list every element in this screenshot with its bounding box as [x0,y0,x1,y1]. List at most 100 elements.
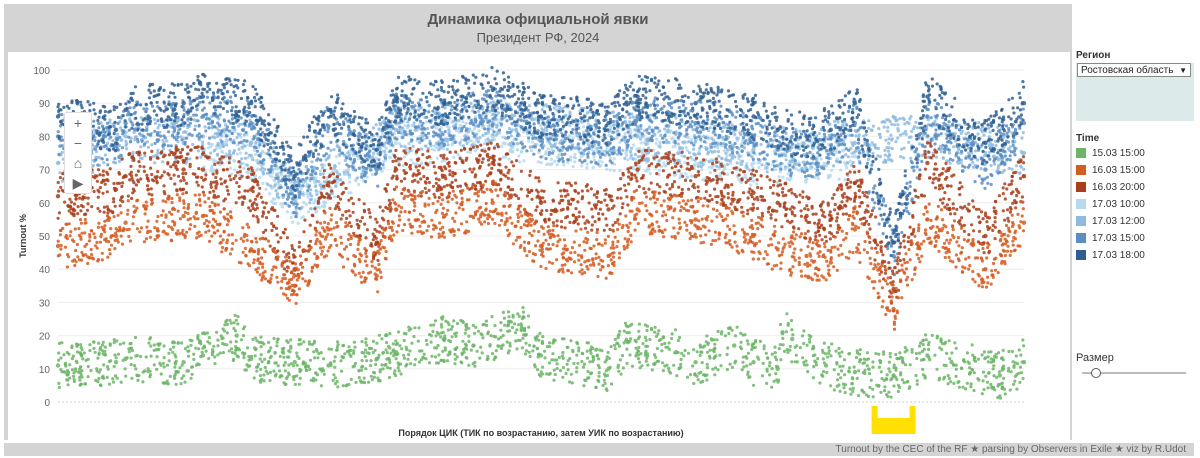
data-point [1019,113,1024,117]
data-point [886,129,890,133]
data-point [655,137,659,141]
data-point [315,158,319,162]
data-point [178,127,182,131]
data-point [712,129,716,133]
data-point [562,163,566,167]
data-point [655,116,659,120]
data-point [654,126,658,130]
data-point [458,143,462,147]
anchor-point [200,114,206,119]
data-point [382,166,386,170]
data-point [944,144,948,148]
data-point [920,143,925,147]
data-point [193,124,197,128]
data-point [801,144,805,148]
data-point [268,192,272,196]
data-point [971,143,975,147]
data-point [287,192,291,196]
data-point [381,163,385,167]
data-point [279,173,284,177]
data-point [629,131,633,135]
plot-area[interactable]: 0 10 20 30 40 50 60 70 80 90 100 Turnout % Порядок Ц… [8,52,1070,440]
data-point [667,110,671,114]
data-point [659,133,663,137]
data-point [918,168,922,172]
data-point [276,166,280,171]
data-point [878,177,882,181]
data-point [302,200,306,204]
data-point [872,206,876,210]
data-point [514,127,518,131]
data-point [198,100,202,104]
data-point [561,145,565,149]
data-point [539,124,543,128]
data-point [185,136,189,140]
data-point [621,120,625,125]
data-point [781,126,786,130]
data-point [713,116,717,120]
data-point [653,107,657,111]
data-point [735,161,739,165]
data-point [155,133,160,137]
data-point [231,125,235,129]
data-point [327,156,331,160]
data-point [760,150,765,155]
data-point [241,83,245,87]
data-point [313,184,318,188]
data-point [697,135,701,139]
data-point [839,138,844,142]
data-point [213,105,217,109]
data-point [298,179,302,183]
data-point [218,101,222,105]
data-point [321,166,325,170]
data-point [591,110,595,114]
data-point [208,101,212,105]
chart-title: Динамика официальной явки [427,11,649,28]
data-point [693,140,697,144]
data-point [558,148,562,152]
data-point [573,160,577,164]
data-point [842,103,847,107]
data-point [473,134,477,138]
data-point [552,106,556,110]
data-point [146,132,150,136]
data-point [866,157,871,162]
data-point [890,146,894,151]
data-point [391,112,395,116]
data-point [713,145,717,149]
data-point [103,153,107,157]
data-point [393,136,397,140]
data-point [247,153,251,157]
data-point [410,123,414,128]
data-point [976,132,980,136]
data-point [383,135,387,139]
data-point [585,106,589,110]
data-point [598,155,603,159]
data-point [132,130,136,134]
data-point [105,121,110,125]
data-point [654,141,658,145]
data-point [944,123,948,127]
data-point [390,133,394,137]
data-point [575,127,579,131]
y-tick-label: 20 [39,332,51,343]
data-point [1007,115,1011,119]
data-point [222,119,227,123]
data-point [822,128,826,132]
data-point [161,143,165,147]
data-point [420,124,424,128]
data-point [873,201,877,205]
data-point [739,180,744,185]
data-point [437,142,441,146]
data-point [315,166,319,170]
data-point [873,143,877,147]
data-point [676,152,680,156]
data-point [726,158,730,162]
data-point [377,158,381,162]
data-point [294,205,298,209]
data-point [764,109,768,113]
data-point [681,103,686,107]
data-point [238,122,242,126]
data-point [607,133,611,137]
